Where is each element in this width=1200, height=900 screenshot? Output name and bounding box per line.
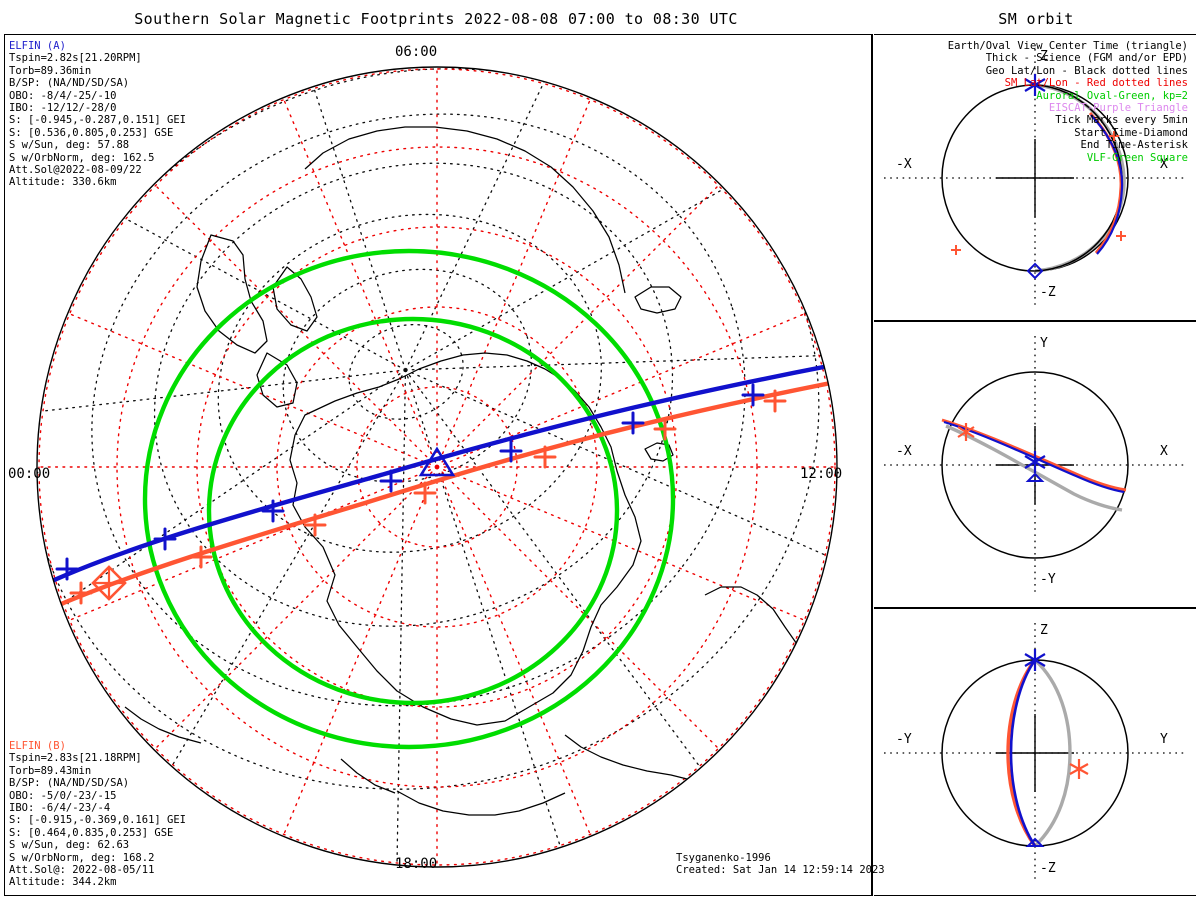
- satellite-b-line-10: Altitude: 344.2km: [9, 876, 117, 889]
- orbit-yz-label-left: -Y: [896, 732, 912, 747]
- start-triangle: [1025, 837, 1045, 847]
- satellite-a-line-9: Att.Sol@2022-08-09/22: [9, 164, 142, 177]
- auroral-oval-outer: [142, 248, 676, 750]
- orbit-xy-label-left: -X: [896, 444, 912, 459]
- satellite-b-lines: Tspin=2.83s[21.18RPM] Torb=89.43min B/SP: …: [9, 752, 186, 888]
- legend-item-9: VLF-Green Square: [1086, 151, 1188, 164]
- legend-item-1: Thick - Science (FGM and/or EPD): [985, 52, 1188, 65]
- satellite-b-line-6: S: [0.464,0.835,0.253] GSE: [9, 826, 174, 839]
- satellite-b-info: ELFIN (B) Tspin=2.83s[21.18RPM] Torb=89.4…: [9, 740, 186, 889]
- orbit-panel-title: SM orbit: [998, 10, 1074, 28]
- orbit-xy-label-right: X: [1160, 444, 1168, 459]
- map-content: [37, 67, 837, 867]
- created-timestamp: Created: Sat Jan 14 12:59:14 2023: [676, 864, 885, 877]
- satellite-b-line-8: S w/OrbNorm, deg: 168.2: [9, 851, 155, 864]
- footprint-map-panel: [4, 34, 872, 896]
- panel-divider: [872, 34, 874, 896]
- satellite-a-line-6: S: [0.536,0.805,0.253] GSE: [9, 126, 174, 139]
- satellite-b-line-9: Att.Sol@: 2022-08-05/11: [9, 864, 155, 877]
- satellite-a-line-4: IBO: -12/12/-28/0: [9, 102, 117, 115]
- satellite-b-line-2: B/SP: (NA/ND/SD/SA): [9, 777, 130, 790]
- satellite-a-line-2: B/SP: (NA/ND/SD/SA): [9, 77, 130, 90]
- legend-item-7: Start Time-Diamond: [1074, 126, 1188, 139]
- center-triangle: [1025, 472, 1045, 482]
- satellite-a-line-7: S w/Sun, deg: 57.88: [9, 139, 130, 152]
- orbit-yz-label-top: Z: [1040, 623, 1048, 638]
- satellite-a-line-0: Tspin=2.82s[21.20RPM]: [9, 52, 142, 65]
- satellite-a-name: ELFIN (A): [9, 40, 66, 52]
- satellite-a-info: ELFIN (A) Tspin=2.82s[21.20RPM] Torb=89.3…: [9, 40, 186, 189]
- start-marker-diamond: [1026, 262, 1044, 280]
- credits: Tsyganenko-1996 Created: Sat Jan 14 12:5…: [676, 852, 885, 877]
- legend-item-0: Earth/Oval View Center Time (triangle): [947, 40, 1188, 52]
- satellite-a-line-10: Altitude: 330.6km: [9, 176, 117, 189]
- orbit-view-yz: Z -Z -Y Y: [874, 608, 1196, 896]
- end-marker-asterisk: [1024, 649, 1046, 671]
- legend-item-6: Tick Marks every 5min: [1055, 114, 1188, 127]
- page-title: Southern Solar Magnetic Footprints 2022-…: [134, 10, 738, 28]
- satellite-a-lines: Tspin=2.82s[21.20RPM] Torb=89.36min B/SP: …: [9, 52, 186, 188]
- track-elfin-a: [37, 358, 837, 590]
- satellite-b-line-3: OBO: -5/0/-23/-15: [9, 789, 117, 802]
- legend-item-3: SM Lat/Lon - Red dotted lines: [1004, 77, 1188, 90]
- orbit-yz-svg: [884, 623, 1186, 883]
- satellite-a-line-5: S: [-0.945,-0.287,0.151] GEI: [9, 114, 187, 127]
- footprint-map-svg: [36, 66, 838, 868]
- view-center-triangle: [418, 446, 456, 477]
- track-elfin-b: [42, 376, 837, 614]
- satellite-b-line-0: Tspin=2.83s[21.18RPM]: [9, 752, 142, 765]
- satellite-a-line-1: Torb=89.36min: [9, 64, 92, 77]
- mlt-label-left: 00:00: [8, 466, 51, 482]
- end-marker-asterisk-b: [957, 423, 975, 441]
- mlt-label-bottom: 18:00: [395, 856, 438, 872]
- satellite-b-line-7: S w/Sun, deg: 62.63: [9, 839, 130, 852]
- satellite-b-line-4: IBO: -6/4/-23/-4: [9, 802, 111, 815]
- auroral-oval-inner: [206, 316, 620, 706]
- legend-item-5: EISCAT-Purple Triangle: [1048, 102, 1188, 115]
- orbit-xz-label-bottom: -Z: [1040, 285, 1056, 300]
- orbit-view-xy: Y -Y -X X: [874, 321, 1196, 608]
- satellite-b-name: ELFIN (B): [9, 740, 66, 752]
- orbit-yz-label-bottom: -Z: [1040, 861, 1056, 876]
- orbit-xz-label-right: X: [1160, 157, 1168, 172]
- coastline-antarctica: [124, 126, 828, 858]
- legend-item-2: Geo Lat/Lon - Black dotted lines: [985, 64, 1188, 77]
- legend-item-8: End Time-Asterisk: [1080, 139, 1188, 152]
- orbit-view-xz: Z -Z -X X: [874, 34, 1196, 321]
- orbit-xy-label-top: Y: [1040, 336, 1048, 351]
- satellite-a-line-3: OBO: -8/4/-25/-10: [9, 89, 117, 102]
- orbit-xz-label-top: Z: [1040, 49, 1048, 64]
- orbit-xy-svg: [884, 336, 1186, 594]
- satellite-b-line-5: S: [-0.915,-0.369,0.161] GEI: [9, 814, 187, 827]
- mlt-label-right: 12:00: [800, 466, 843, 482]
- model-name: Tsyganenko-1996: [676, 852, 771, 864]
- orbit-yz-label-right: Y: [1160, 732, 1168, 747]
- orbit-xz-svg: [884, 49, 1186, 307]
- mlt-label-top: 06:00: [395, 44, 438, 60]
- end-marker-asterisk: [1024, 74, 1046, 96]
- orbit-xy-label-bottom: -Y: [1040, 572, 1056, 587]
- end-marker-asterisk: [1024, 451, 1046, 473]
- legend-item-4: Auroral Oval-Green, kp=2: [1036, 89, 1188, 102]
- sm-grid-dotted: [37, 67, 837, 867]
- map-disk-outline: [36, 66, 838, 868]
- legend: Earth/Oval View Center Time (triangle) Th…: [948, 40, 1188, 164]
- satellite-b-line-1: Torb=89.43min: [9, 764, 92, 777]
- tick-marks: [951, 131, 1126, 255]
- satellite-a-line-8: S w/OrbNorm, deg: 162.5: [9, 151, 155, 164]
- end-marker-asterisk-b: [1069, 759, 1089, 779]
- start-marker-diamond-b: [91, 565, 127, 601]
- orbit-xz-label-left: -X: [896, 157, 912, 172]
